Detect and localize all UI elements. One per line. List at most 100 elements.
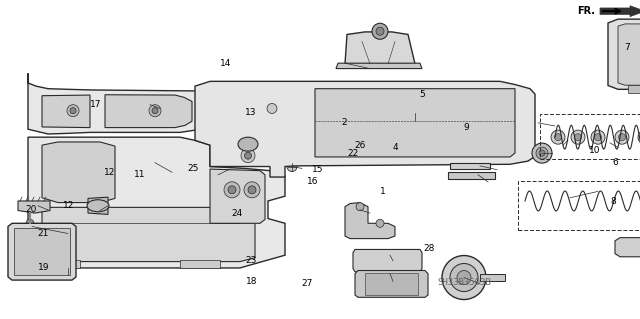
Polygon shape: [88, 197, 108, 214]
Circle shape: [536, 147, 548, 159]
Circle shape: [457, 271, 471, 285]
Polygon shape: [210, 169, 265, 223]
Text: 12: 12: [63, 201, 75, 210]
Polygon shape: [42, 207, 255, 262]
Polygon shape: [18, 201, 50, 213]
Circle shape: [248, 186, 256, 194]
Circle shape: [376, 219, 384, 227]
Text: 17: 17: [90, 100, 102, 109]
Text: 12: 12: [104, 168, 116, 177]
Polygon shape: [55, 260, 80, 268]
Text: 23: 23: [246, 256, 257, 265]
Text: 13: 13: [245, 108, 257, 117]
Polygon shape: [600, 6, 640, 17]
Text: 27: 27: [301, 279, 313, 288]
Polygon shape: [28, 73, 218, 134]
Text: 8: 8: [611, 197, 616, 206]
Text: 5: 5: [420, 90, 425, 99]
Ellipse shape: [87, 200, 109, 212]
Circle shape: [618, 134, 625, 141]
Polygon shape: [316, 111, 322, 117]
Polygon shape: [480, 274, 505, 281]
Circle shape: [595, 134, 602, 141]
Polygon shape: [105, 95, 192, 128]
Polygon shape: [628, 85, 640, 93]
Circle shape: [244, 182, 260, 198]
Text: 9: 9: [463, 123, 468, 132]
Text: 10: 10: [589, 146, 601, 155]
Circle shape: [224, 182, 240, 198]
Circle shape: [26, 219, 34, 227]
Polygon shape: [315, 89, 515, 157]
Circle shape: [539, 150, 545, 156]
Circle shape: [267, 103, 277, 114]
Polygon shape: [365, 273, 418, 295]
Polygon shape: [355, 271, 428, 297]
Polygon shape: [195, 81, 535, 177]
Polygon shape: [608, 19, 640, 89]
Text: 18: 18: [246, 277, 257, 286]
Text: 25: 25: [188, 164, 199, 173]
Polygon shape: [413, 125, 419, 132]
Text: 7: 7: [625, 43, 630, 52]
Polygon shape: [615, 238, 640, 257]
Text: 4: 4: [393, 143, 398, 152]
Polygon shape: [42, 95, 90, 128]
Bar: [540, 114, 640, 159]
Polygon shape: [413, 111, 419, 117]
Polygon shape: [42, 142, 115, 203]
Polygon shape: [345, 32, 415, 64]
Text: 11: 11: [134, 170, 145, 179]
Polygon shape: [320, 108, 415, 134]
Circle shape: [70, 108, 76, 114]
Circle shape: [287, 161, 297, 172]
Polygon shape: [180, 260, 220, 268]
Circle shape: [638, 130, 640, 144]
Circle shape: [591, 130, 605, 144]
Text: 14: 14: [220, 59, 231, 68]
Circle shape: [551, 130, 565, 144]
Bar: [518, 181, 640, 230]
Text: 28: 28: [423, 244, 435, 253]
Polygon shape: [14, 228, 70, 275]
Circle shape: [442, 256, 486, 300]
Circle shape: [241, 149, 255, 163]
Circle shape: [244, 152, 252, 159]
Circle shape: [67, 105, 79, 117]
Circle shape: [376, 27, 384, 35]
Polygon shape: [448, 172, 495, 179]
Text: 26: 26: [355, 141, 366, 150]
Polygon shape: [316, 125, 322, 132]
Circle shape: [532, 143, 552, 163]
Circle shape: [615, 130, 629, 144]
Text: 15: 15: [312, 165, 324, 174]
Text: 1: 1: [380, 187, 385, 196]
Circle shape: [149, 105, 161, 117]
Text: SH33B3503B: SH33B3503B: [438, 278, 492, 287]
Circle shape: [356, 203, 364, 211]
Polygon shape: [450, 163, 490, 169]
Circle shape: [554, 134, 561, 141]
Circle shape: [228, 186, 236, 194]
Text: 20: 20: [25, 205, 36, 214]
Ellipse shape: [238, 137, 258, 151]
Polygon shape: [8, 223, 76, 280]
Circle shape: [152, 108, 158, 114]
Text: 6: 6: [613, 158, 618, 167]
Polygon shape: [332, 113, 405, 129]
Polygon shape: [353, 249, 422, 272]
Text: FR.: FR.: [577, 6, 595, 16]
Polygon shape: [336, 63, 422, 69]
Polygon shape: [618, 24, 640, 85]
Text: 2: 2: [342, 118, 347, 127]
Polygon shape: [345, 203, 395, 239]
Circle shape: [575, 134, 582, 141]
Circle shape: [571, 130, 585, 144]
Circle shape: [372, 23, 388, 39]
Text: 22: 22: [348, 149, 359, 158]
Text: 19: 19: [38, 263, 49, 272]
Text: 24: 24: [231, 209, 243, 218]
Polygon shape: [28, 137, 285, 268]
Text: 16: 16: [307, 177, 318, 186]
Circle shape: [450, 263, 478, 292]
